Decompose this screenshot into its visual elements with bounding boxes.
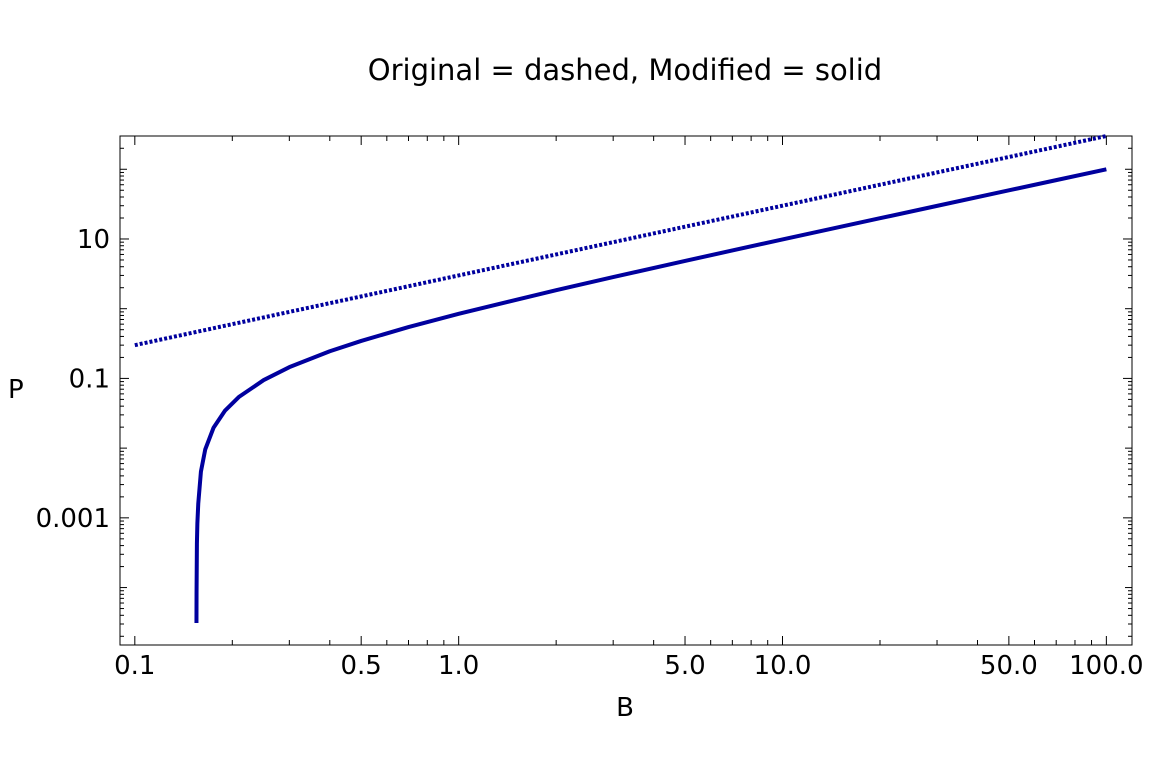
series-solid-line: [194, 167, 1107, 624]
x-tick-label: 10.0: [754, 651, 812, 681]
y-axis-label: P: [8, 375, 24, 405]
series-dashed-line: [134, 134, 1107, 348]
axis-tick-labels: 0.1 0.5 1.0 5.0 10.0 50.0 100.0 10 0.1 0.001: [36, 225, 1144, 681]
x-axis-label: B: [616, 693, 634, 723]
y-tick-label: 0.001: [36, 504, 110, 534]
x-tick-label: 0.5: [340, 651, 381, 681]
x-tick-label: 5.0: [664, 651, 705, 681]
y-tick-label: 0.1: [69, 364, 110, 394]
x-tick-label: 1.0: [438, 651, 479, 681]
chart-title: Original = dashed, Modified = solid: [368, 53, 882, 87]
y-tick-label: 10: [77, 225, 110, 255]
x-tick-label: 100.0: [1069, 651, 1143, 681]
series-group: [134, 134, 1107, 624]
x-tick-label: 50.0: [980, 651, 1038, 681]
plot-frame: [119, 135, 1133, 646]
axis-ticks: [119, 135, 1132, 645]
x-tick-label: 0.1: [114, 651, 155, 681]
